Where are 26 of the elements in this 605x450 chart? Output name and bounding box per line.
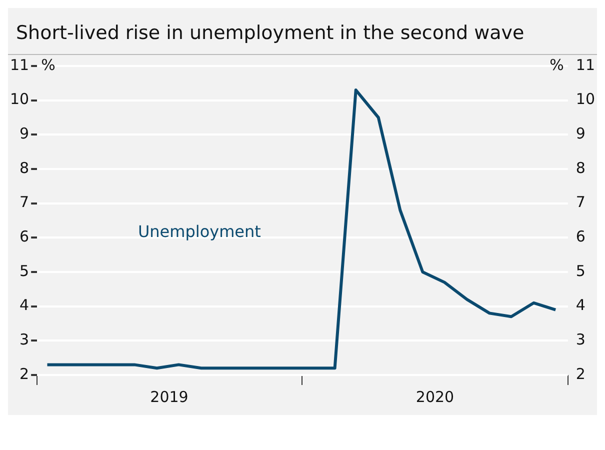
y2-tick-label: 3 xyxy=(576,330,586,349)
y-tick-label: 10 xyxy=(10,90,30,108)
y-tick-label: 8 xyxy=(20,158,30,177)
y-tick-label: 6 xyxy=(20,228,30,246)
y2-tick-label: 4 xyxy=(576,296,586,314)
y-tick-label: 11 xyxy=(10,56,30,74)
y2-tick-label: 5 xyxy=(576,262,586,280)
y2-tick-label: 11 xyxy=(576,56,596,74)
y2-tick-label: 7 xyxy=(576,193,586,212)
x-tick-label: 2019 xyxy=(150,388,188,406)
y-axis-title: % xyxy=(41,56,56,74)
y2-tick-label: 2 xyxy=(576,364,586,383)
y-tick-label: 4 xyxy=(20,296,30,314)
text: Unemployment xyxy=(138,222,261,242)
chart-title: Short-lived rise in unemployment in the second wave xyxy=(8,8,597,55)
y2-tick-label: 10 xyxy=(576,90,596,108)
y-tick-label: 7 xyxy=(20,193,30,212)
y2-tick-label: 9 xyxy=(576,124,586,143)
y-tick-label: 9 xyxy=(20,124,30,143)
y-tick-label: 2 xyxy=(20,364,30,383)
x-tick-label: 2020 xyxy=(416,388,454,406)
y2-tick-label: 6 xyxy=(576,228,586,246)
y2-axis-title: % xyxy=(550,56,564,74)
y-tick-label: 5 xyxy=(20,262,30,280)
y-tick-label: 3 xyxy=(20,330,30,349)
y2-tick-label: 8 xyxy=(576,158,586,177)
